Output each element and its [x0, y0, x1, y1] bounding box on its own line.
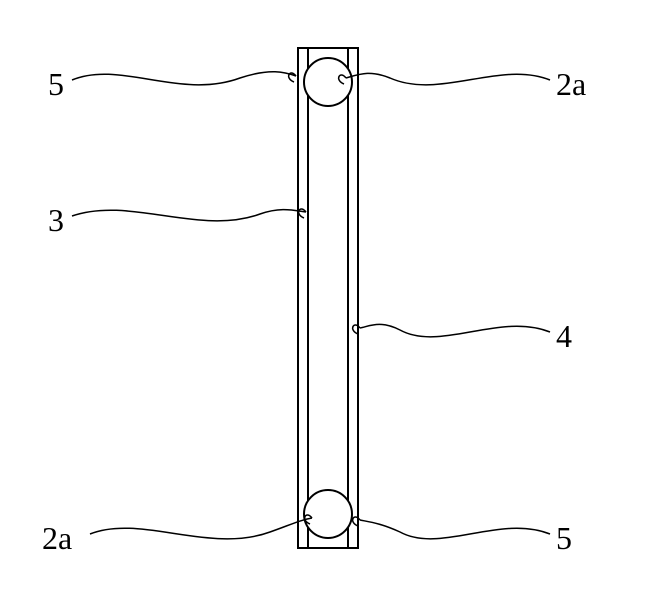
- label-4: 4: [556, 318, 572, 355]
- leader-2a-top-leader: [346, 73, 550, 84]
- leader-5-top-leader: [72, 72, 296, 85]
- label-3: 3: [48, 202, 64, 239]
- leader-3-leader: [72, 210, 306, 221]
- label-5-top: 5: [48, 66, 64, 103]
- leader-2a-bottom-leader: [90, 518, 312, 539]
- label-2a-top: 2a: [556, 66, 586, 103]
- label-2a-bottom: 2a: [42, 520, 72, 557]
- hole-0: [304, 58, 352, 106]
- hole-1: [304, 490, 352, 538]
- leader-5-bottom-leader: [360, 520, 550, 539]
- leader-arrow-3-leader: [299, 209, 306, 218]
- leader-4-leader: [360, 324, 550, 336]
- label-5-bottom: 5: [556, 520, 572, 557]
